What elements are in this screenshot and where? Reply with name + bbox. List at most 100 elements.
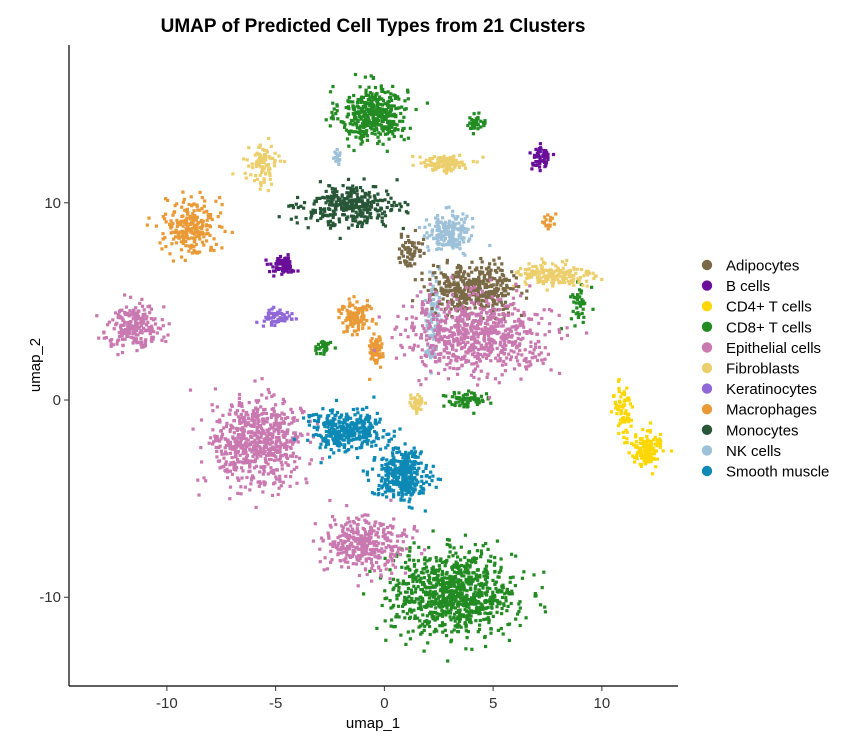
- data-point: [384, 638, 388, 642]
- data-point: [493, 269, 497, 273]
- data-point: [477, 282, 482, 286]
- data-point: [452, 287, 456, 291]
- data-point: [436, 214, 440, 218]
- data-point: [478, 611, 482, 615]
- data-point: [460, 591, 464, 595]
- data-point: [236, 444, 240, 448]
- data-point: [478, 605, 483, 610]
- data-point: [432, 297, 436, 302]
- data-point: [454, 551, 458, 555]
- data-point: [518, 324, 522, 328]
- data-point: [351, 130, 355, 134]
- data-point: [475, 398, 479, 402]
- data-point: [518, 348, 522, 352]
- data-point: [346, 311, 350, 315]
- data-point: [367, 190, 371, 195]
- data-point: [262, 417, 266, 421]
- data-point: [459, 336, 463, 340]
- data-point: [254, 174, 258, 178]
- data-point: [119, 330, 123, 334]
- data-point: [453, 159, 457, 163]
- data-point: [456, 396, 461, 400]
- data-point: [456, 372, 460, 376]
- data-point: [257, 145, 261, 149]
- data-point: [501, 324, 505, 328]
- data-point: [480, 304, 484, 308]
- data-point: [478, 287, 482, 291]
- data-point: [232, 464, 236, 468]
- data-point: [198, 190, 202, 194]
- data-point: [419, 570, 423, 575]
- data-point: [472, 112, 476, 116]
- data-point: [459, 596, 463, 600]
- data-point: [550, 277, 554, 281]
- data-point: [413, 278, 417, 282]
- data-point: [474, 594, 479, 598]
- data-point: [263, 155, 267, 159]
- data-point: [499, 565, 503, 569]
- data-point: [260, 377, 264, 381]
- data-point: [356, 97, 360, 102]
- data-point: [180, 229, 184, 233]
- data-point: [258, 447, 262, 451]
- data-point: [248, 459, 252, 463]
- data-point: [359, 142, 363, 146]
- data-point: [134, 337, 138, 341]
- data-point: [181, 241, 185, 246]
- data-point: [356, 328, 361, 332]
- data-point: [416, 597, 420, 601]
- data-point: [136, 321, 140, 325]
- data-point: [320, 457, 324, 461]
- data-point: [416, 585, 420, 589]
- data-point: [338, 201, 342, 205]
- data-point: [441, 584, 445, 588]
- data-point: [428, 298, 433, 302]
- data-point: [566, 279, 570, 283]
- data-point: [464, 629, 468, 633]
- data-point: [487, 294, 491, 298]
- data-point: [408, 575, 412, 579]
- data-point: [345, 115, 349, 119]
- data-point: [443, 328, 447, 332]
- data-point: [530, 356, 534, 360]
- data-point: [447, 232, 451, 237]
- data-point: [273, 269, 277, 273]
- data-point: [371, 111, 375, 115]
- data-point: [408, 247, 412, 251]
- data-point: [367, 326, 371, 330]
- data-point: [169, 219, 173, 223]
- data-point: [258, 187, 262, 191]
- data-point: [383, 90, 387, 95]
- data-point: [507, 278, 511, 282]
- data-point: [490, 295, 494, 299]
- data-point: [445, 606, 449, 610]
- data-point: [325, 341, 329, 346]
- data-point: [263, 450, 267, 454]
- data-point: [452, 616, 456, 620]
- data-point: [252, 424, 256, 428]
- data-point: [423, 298, 427, 303]
- data-point: [467, 620, 471, 624]
- data-point: [272, 468, 276, 472]
- data-point: [497, 287, 501, 291]
- data-point: [525, 367, 529, 371]
- data-point: [266, 472, 270, 476]
- data-point: [476, 301, 480, 305]
- data-point: [487, 621, 491, 625]
- data-point: [462, 322, 467, 327]
- data-point: [362, 109, 366, 113]
- data-point: [256, 414, 260, 418]
- data-point: [255, 454, 259, 458]
- data-point: [377, 315, 381, 319]
- data-point: [355, 333, 359, 337]
- data-point: [460, 598, 464, 602]
- data-point: [379, 114, 384, 118]
- data-point: [431, 162, 435, 166]
- data-point: [433, 166, 438, 170]
- data-point: [369, 211, 373, 216]
- data-point: [518, 600, 522, 604]
- data-point: [260, 431, 264, 435]
- data-point: [481, 544, 485, 548]
- data-point: [334, 152, 338, 156]
- data-point: [255, 177, 260, 181]
